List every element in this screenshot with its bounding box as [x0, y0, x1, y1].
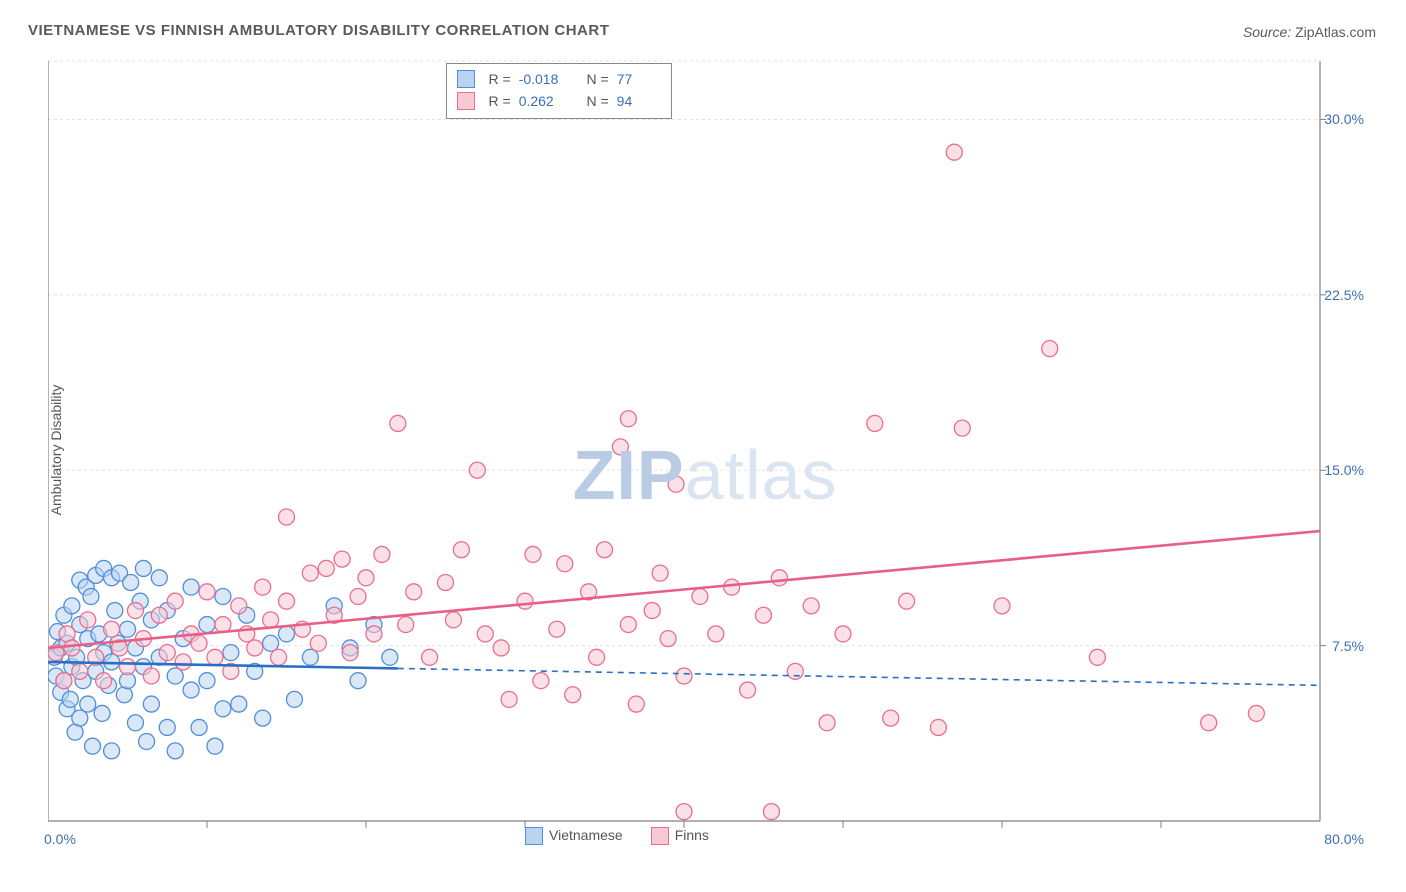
- legend-swatch: [651, 827, 669, 845]
- y-tick-label: 30.0%: [1324, 111, 1364, 127]
- r-value: -0.018: [519, 68, 563, 90]
- series-finns: [48, 144, 1264, 819]
- source-value: ZipAtlas.com: [1295, 24, 1376, 40]
- series-legend: Vietnamese Finns: [525, 827, 709, 845]
- legend-item: Vietnamese: [525, 827, 623, 845]
- y-tick-label: 15.0%: [1324, 462, 1364, 478]
- legend-label: Vietnamese: [549, 827, 623, 843]
- x-origin-label: 0.0%: [44, 831, 76, 847]
- source-label: Source:: [1243, 24, 1291, 40]
- stats-row: R =0.262 N =94: [457, 90, 661, 112]
- legend-item: Finns: [651, 827, 709, 845]
- chart-title: VIETNAMESE VS FINNISH AMBULATORY DISABIL…: [28, 22, 609, 39]
- x-max-label: 80.0%: [1324, 831, 1364, 847]
- plot-container: Ambulatory Disability R =-0.018 N =77R =…: [48, 55, 1368, 845]
- legend-swatch: [525, 827, 543, 845]
- stats-row: R =-0.018 N =77: [457, 68, 661, 90]
- series-swatch: [457, 92, 475, 110]
- correlation-stats-box: R =-0.018 N =77R =0.262 N =94: [446, 63, 672, 119]
- legend-label: Finns: [675, 827, 709, 843]
- y-tick-label: 7.5%: [1332, 638, 1364, 654]
- y-axis-label: Ambulatory Disability: [48, 385, 64, 516]
- series-swatch: [457, 70, 475, 88]
- scatter-plot: [48, 55, 1368, 845]
- n-value: 94: [617, 90, 661, 112]
- n-value: 77: [617, 68, 661, 90]
- r-value: 0.262: [519, 90, 563, 112]
- source-attribution: Source: ZipAtlas.com: [1243, 24, 1376, 40]
- y-tick-label: 22.5%: [1324, 287, 1364, 303]
